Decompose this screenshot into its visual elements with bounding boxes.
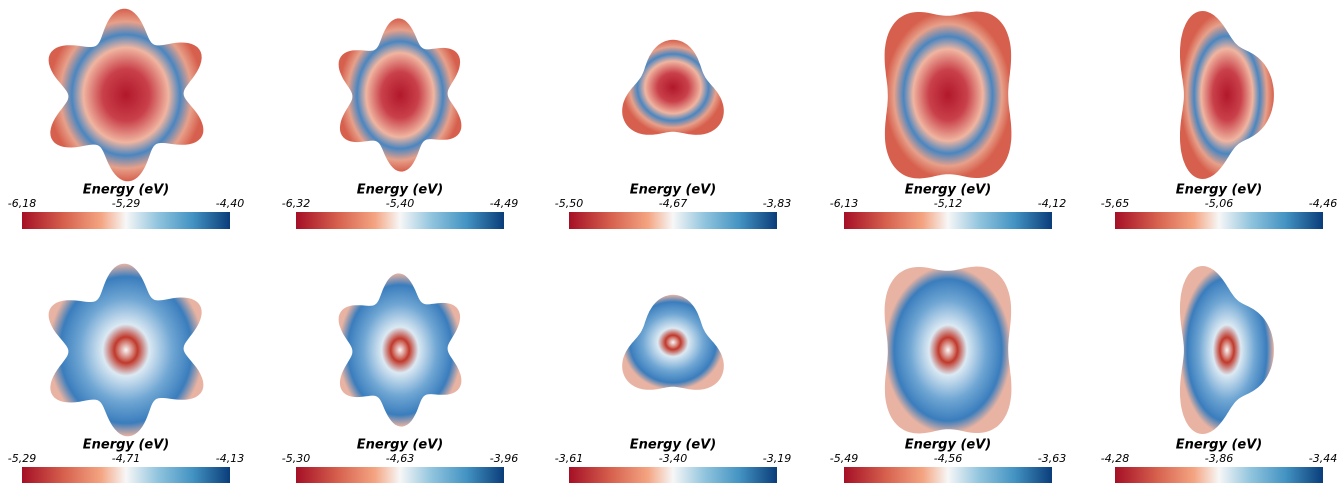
colorbar-tick-label: -6,32	[282, 197, 310, 210]
colorbar	[296, 467, 504, 483]
colorbar-tick-label: -4,71	[112, 452, 140, 465]
colorbar-tick-label: -5,29	[112, 197, 140, 210]
colorbar-tick-label: -3,96	[490, 452, 518, 465]
colorbar	[844, 467, 1052, 483]
molecule-surface	[1180, 266, 1274, 434]
colorbar-tick-label: -3,44	[1309, 452, 1337, 465]
colorbar-title: Energy (eV)	[83, 183, 169, 198]
molecule-surface	[1180, 11, 1274, 179]
colorbar	[22, 212, 230, 229]
colorbar-tick-label: -3,40	[659, 452, 687, 465]
colorbar-title: Energy (eV)	[1176, 438, 1262, 453]
colorbar-tick-label: -5,06	[1205, 197, 1233, 210]
molecule-surface	[884, 11, 1012, 179]
colorbar-tick-label: -6,18	[8, 197, 36, 210]
colorbar-tick-label: -5,29	[8, 452, 36, 465]
colorbar-tick-label: -5,40	[386, 197, 414, 210]
colorbar-title: Energy (eV)	[357, 183, 443, 198]
colorbar-tick-label: -4,46	[1309, 197, 1337, 210]
colorbar-title: Energy (eV)	[905, 438, 991, 453]
colorbar	[296, 212, 504, 229]
colorbar-tick-label: -5,50	[555, 197, 583, 210]
colorbar-tick-label: -4,12	[1038, 197, 1066, 210]
molecule-surface	[48, 263, 204, 437]
colorbar-tick-label: -4,13	[216, 452, 244, 465]
molecule-surface	[48, 8, 204, 182]
colorbar-tick-label: -4,40	[216, 197, 244, 210]
colorbar-tick-label: -4,63	[386, 452, 414, 465]
colorbar-title: Energy (eV)	[1176, 183, 1262, 198]
colorbar	[844, 212, 1052, 229]
colorbar-tick-label: -3,61	[555, 452, 583, 465]
colorbar	[1115, 467, 1323, 483]
colorbar-tick-label: -4,28	[1101, 452, 1129, 465]
colorbar-title: Energy (eV)	[630, 438, 716, 453]
colorbar-tick-label: -3,63	[1038, 452, 1066, 465]
colorbar-title: Energy (eV)	[630, 183, 716, 198]
molecule-surface	[338, 18, 462, 172]
colorbar-tick-label: -6,13	[830, 197, 858, 210]
colorbar-tick-label: -5,49	[830, 452, 858, 465]
colorbar-tick-label: -4,56	[934, 452, 962, 465]
colorbar	[22, 467, 230, 483]
colorbar-tick-label: -5,12	[934, 197, 962, 210]
colorbar-tick-label: -4,67	[659, 197, 687, 210]
colorbar	[569, 467, 777, 483]
molecule-surface	[884, 266, 1012, 434]
colorbar-tick-label: -3,19	[763, 452, 791, 465]
colorbar	[569, 212, 777, 229]
molecule-surface	[338, 273, 462, 427]
colorbar-title: Energy (eV)	[357, 438, 443, 453]
colorbar-tick-label: -3,86	[1205, 452, 1233, 465]
colorbar-tick-label: -3,83	[763, 197, 791, 210]
colorbar-tick-label: -5,30	[282, 452, 310, 465]
colorbar-tick-label: -4,49	[490, 197, 518, 210]
molecule-surface	[622, 39, 724, 135]
colorbar-title: Energy (eV)	[905, 183, 991, 198]
colorbar-tick-label: -5,65	[1101, 197, 1129, 210]
colorbar	[1115, 212, 1323, 229]
colorbar-title: Energy (eV)	[83, 438, 169, 453]
molecule-surface	[622, 294, 724, 390]
